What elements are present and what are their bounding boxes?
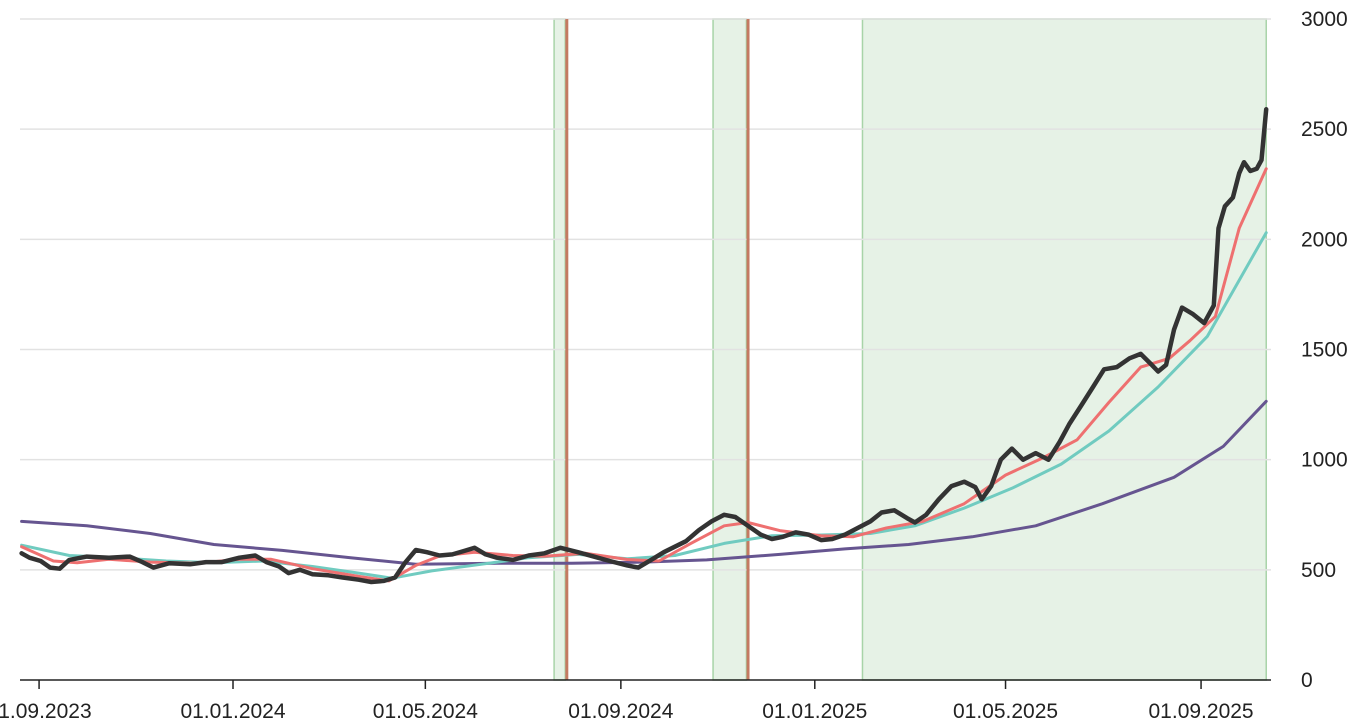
event-markers	[565, 19, 750, 680]
y-tick-label: 2500	[1301, 118, 1348, 141]
x-tick-label: 01.09.2023	[0, 700, 92, 723]
x-tick-label: 01.05.2025	[953, 700, 1058, 723]
y-tick-label: 0	[1301, 669, 1313, 692]
x-tick-label: 01.09.2025	[1149, 700, 1254, 723]
x-tick-label: 01.01.2025	[762, 700, 867, 723]
series-line-price	[19, 107, 1269, 585]
y-tick-label: 1500	[1301, 339, 1348, 362]
y-tick-label: 2000	[1301, 228, 1348, 251]
x-tick-label: 01.01.2024	[180, 700, 285, 723]
series-lines	[19, 107, 1269, 585]
y-tick-label: 500	[1301, 559, 1336, 582]
gridlines	[20, 18, 1271, 571]
y-tick-label: 3000	[1301, 8, 1348, 31]
series-line-ma-long	[20, 399, 1268, 566]
x-axis-tick-labels: 01.09.2023 01.01.2024 01.05.2024 01.09.2024…	[0, 700, 1254, 723]
x-tick-label: 01.09.2024	[568, 700, 673, 723]
x-axis	[20, 679, 1271, 689]
x-tick-label: 01.05.2024	[373, 700, 478, 723]
y-tick-label: 1000	[1301, 449, 1348, 472]
series-line-ma-short	[20, 167, 1268, 583]
y-axis-tick-labels: 0 500 1000 1500 2000 2500 3000	[1301, 8, 1348, 692]
